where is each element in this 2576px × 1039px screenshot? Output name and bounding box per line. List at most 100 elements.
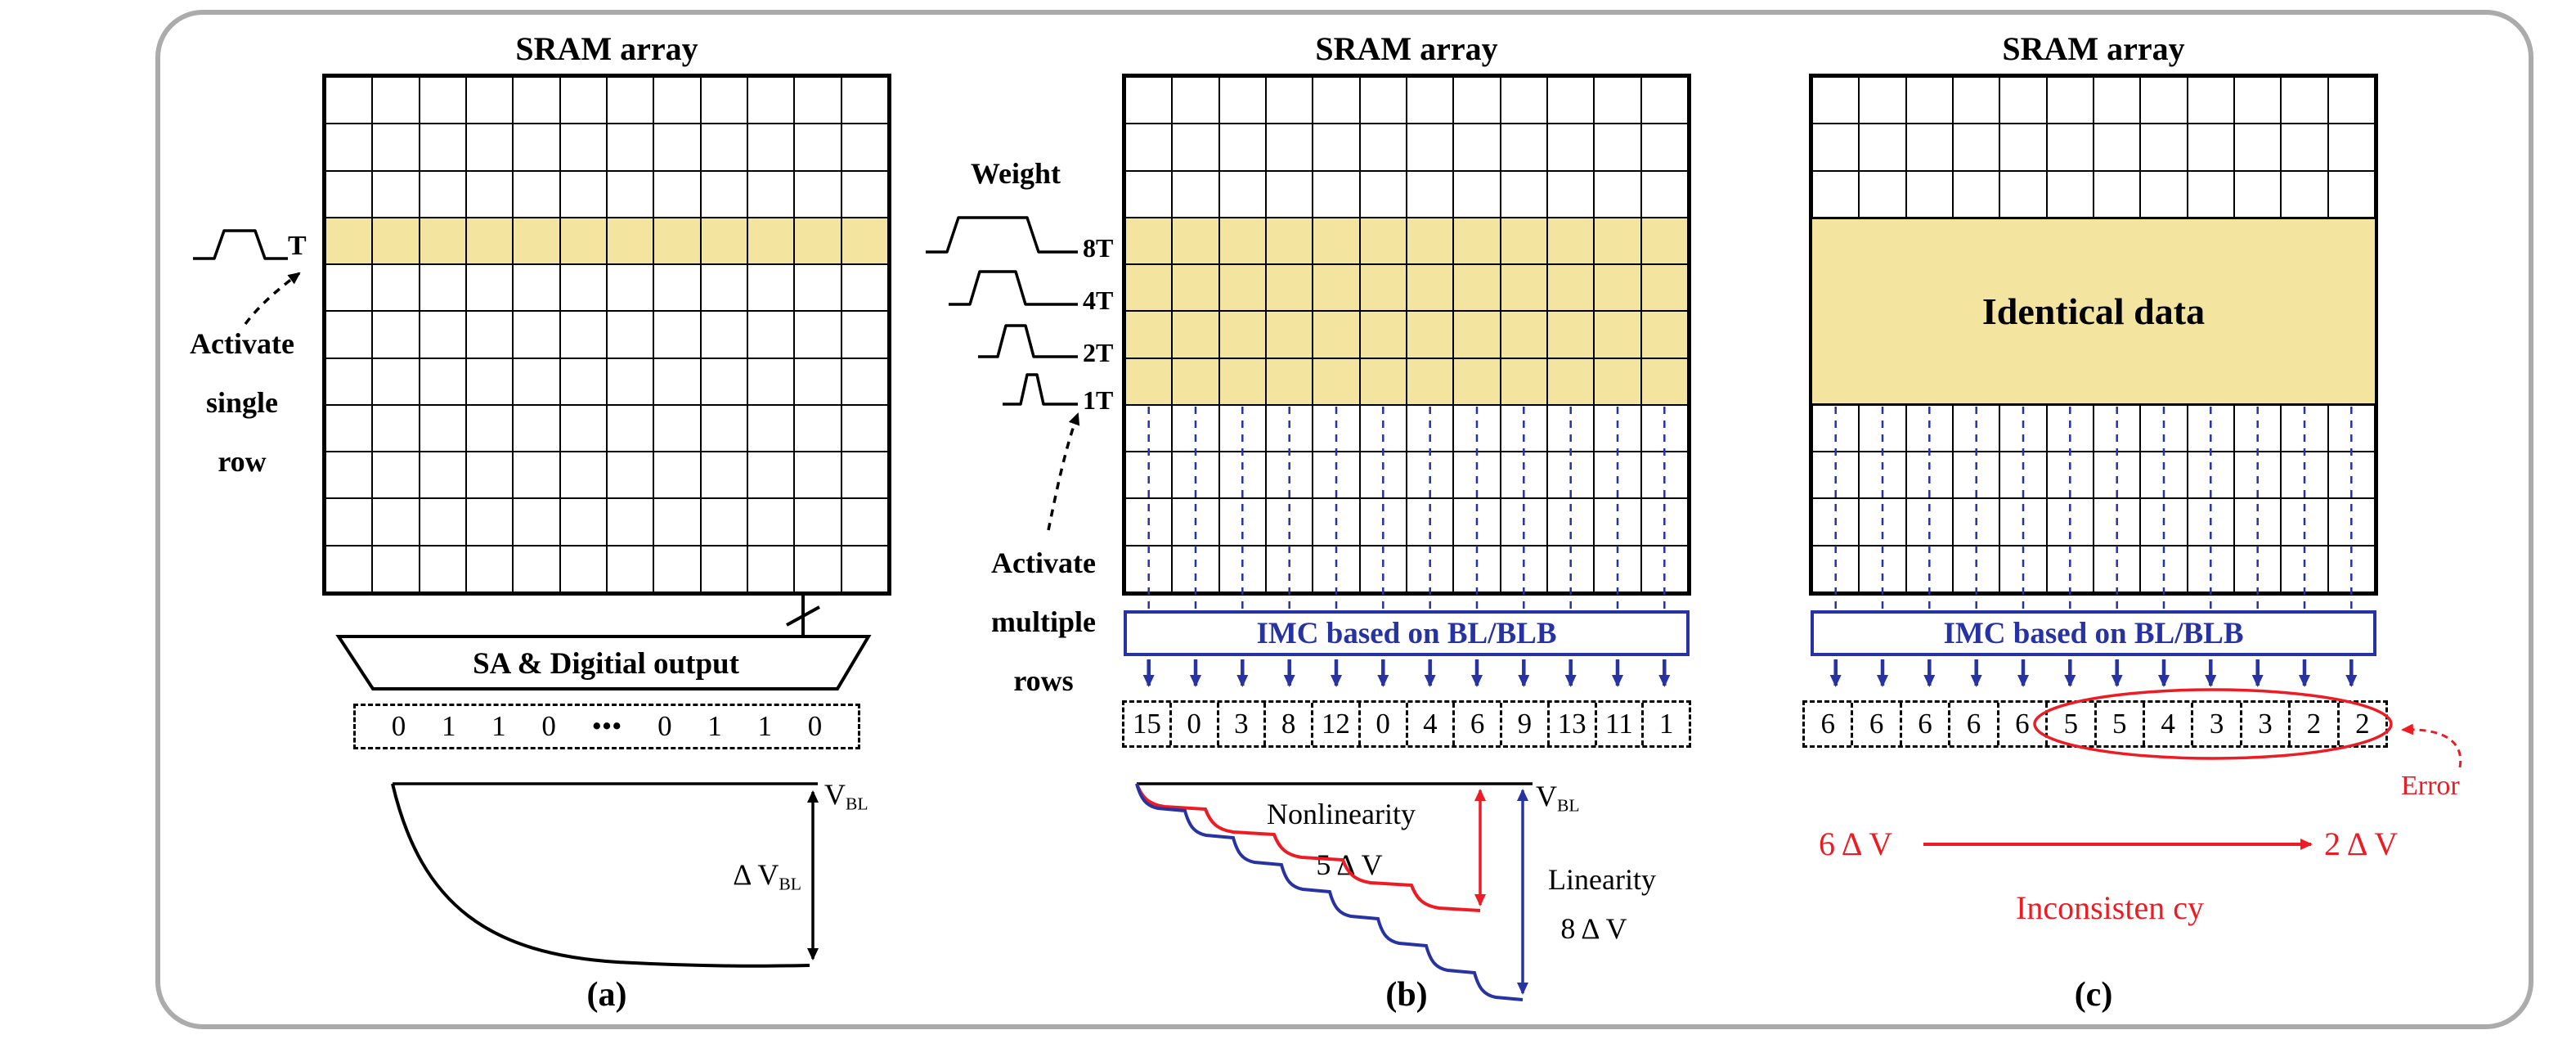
sram-cell bbox=[1359, 545, 1407, 592]
value-cell: 11 bbox=[1594, 703, 1642, 745]
sram-cell bbox=[747, 77, 795, 124]
sram-cell bbox=[1406, 404, 1454, 452]
sram-cell bbox=[1406, 170, 1454, 218]
sram-cell bbox=[1640, 498, 1688, 546]
sram-cell bbox=[1406, 124, 1454, 171]
sram-cell bbox=[1125, 452, 1173, 499]
sram-cell bbox=[513, 170, 560, 218]
sram-cell bbox=[841, 124, 888, 171]
sram-cell bbox=[841, 404, 888, 452]
value-cell: 0 bbox=[391, 710, 406, 742]
sram-cell bbox=[606, 124, 654, 171]
sram-cell bbox=[794, 311, 841, 358]
value-cell: 3 bbox=[1216, 703, 1264, 745]
sa-output-label: SA & Digitial output bbox=[473, 647, 739, 681]
sram-cell bbox=[1999, 170, 2047, 218]
sram-cell bbox=[606, 264, 654, 312]
sram-cell bbox=[1359, 452, 1407, 499]
sram-cell bbox=[1218, 404, 1266, 452]
sram-cell bbox=[1265, 358, 1313, 405]
sram-cell bbox=[559, 452, 607, 499]
sram-cell bbox=[465, 452, 514, 499]
sram-cell bbox=[1640, 311, 1688, 358]
sram-cell bbox=[653, 77, 701, 124]
sram-cell bbox=[1812, 404, 1860, 452]
sram-cell bbox=[2327, 452, 2375, 499]
sram-cell bbox=[1313, 77, 1360, 124]
sram-cell bbox=[2233, 124, 2282, 171]
sram-cell bbox=[1952, 404, 2000, 452]
sram-cell bbox=[513, 358, 560, 405]
sram-cell bbox=[1406, 498, 1454, 546]
sram-cell bbox=[747, 404, 795, 452]
sram-cell bbox=[1453, 217, 1501, 265]
sram-cell bbox=[1172, 498, 1219, 546]
sram-cell bbox=[1453, 264, 1501, 312]
sram-cell bbox=[1359, 498, 1407, 546]
sram-cell bbox=[606, 217, 654, 265]
linearity-label: Linearity bbox=[1548, 863, 1656, 896]
identical-data-region: Identical data bbox=[1812, 217, 2375, 406]
sram-cell bbox=[700, 170, 747, 218]
sram-cell bbox=[841, 170, 888, 218]
sram-cell bbox=[700, 358, 747, 405]
sram-cell bbox=[794, 498, 841, 546]
value-cell: 1 bbox=[491, 710, 506, 742]
delta-vbl-label: Δ VBL bbox=[733, 858, 801, 894]
sram-cell bbox=[1218, 170, 1266, 218]
sram-cell bbox=[2233, 170, 2282, 218]
sram-cell bbox=[794, 217, 841, 265]
sram-cell bbox=[372, 498, 420, 546]
sram-cell bbox=[1125, 124, 1173, 171]
sram-cell bbox=[1125, 264, 1173, 312]
sram-cell bbox=[1546, 77, 1595, 124]
activate-line: rows bbox=[1013, 664, 1074, 697]
sram-cell bbox=[1172, 124, 1219, 171]
sram-cell bbox=[841, 217, 888, 265]
sram-cell bbox=[1905, 170, 1953, 218]
sram-cell bbox=[1265, 217, 1313, 265]
sram-cell bbox=[1218, 124, 1266, 171]
sram-cell bbox=[1313, 264, 1360, 312]
sram-cell bbox=[513, 217, 560, 265]
sram-cell bbox=[1905, 545, 1953, 592]
sram-cell bbox=[1265, 170, 1313, 218]
sram-cell bbox=[1125, 404, 1173, 452]
sram-cell bbox=[1859, 124, 1906, 171]
sram-cell bbox=[1359, 217, 1407, 265]
sram-cell bbox=[1218, 545, 1266, 592]
sram-cell bbox=[1453, 170, 1501, 218]
activate-line: Activate bbox=[190, 327, 294, 360]
activate-line: multiple bbox=[990, 605, 1096, 638]
sram-cell bbox=[1406, 311, 1454, 358]
sram-cell bbox=[1812, 452, 1860, 499]
sram-cell bbox=[419, 358, 466, 405]
sram-cell bbox=[513, 264, 560, 312]
sram-cell bbox=[2327, 77, 2375, 124]
sram-cell bbox=[1218, 264, 1266, 312]
sram-cell bbox=[1265, 452, 1313, 499]
sram-cell bbox=[1640, 124, 1688, 171]
sram-cell bbox=[841, 358, 888, 405]
sram-cell bbox=[513, 498, 560, 546]
sram-cell bbox=[1406, 545, 1454, 592]
sram-cell bbox=[1500, 545, 1547, 592]
sram-cell bbox=[1500, 358, 1547, 405]
sram-cell bbox=[1500, 264, 1547, 312]
sram-cell bbox=[1265, 404, 1313, 452]
sram-cell bbox=[2093, 545, 2141, 592]
sram-cell bbox=[1172, 358, 1219, 405]
sram-cell bbox=[2046, 404, 2094, 452]
sram-cell bbox=[841, 545, 888, 592]
value-cell: ••• bbox=[591, 710, 622, 742]
sram-cell bbox=[606, 311, 654, 358]
sram-cell bbox=[1999, 77, 2047, 124]
sram-cell bbox=[325, 264, 373, 312]
sram-cell bbox=[1125, 170, 1173, 218]
sram-cell bbox=[1500, 217, 1547, 265]
sram-cell bbox=[794, 170, 841, 218]
sram-cell bbox=[1313, 358, 1360, 405]
sram-cell bbox=[1406, 264, 1454, 312]
sram-cell bbox=[1999, 404, 2047, 452]
activate-line: single bbox=[205, 386, 278, 419]
